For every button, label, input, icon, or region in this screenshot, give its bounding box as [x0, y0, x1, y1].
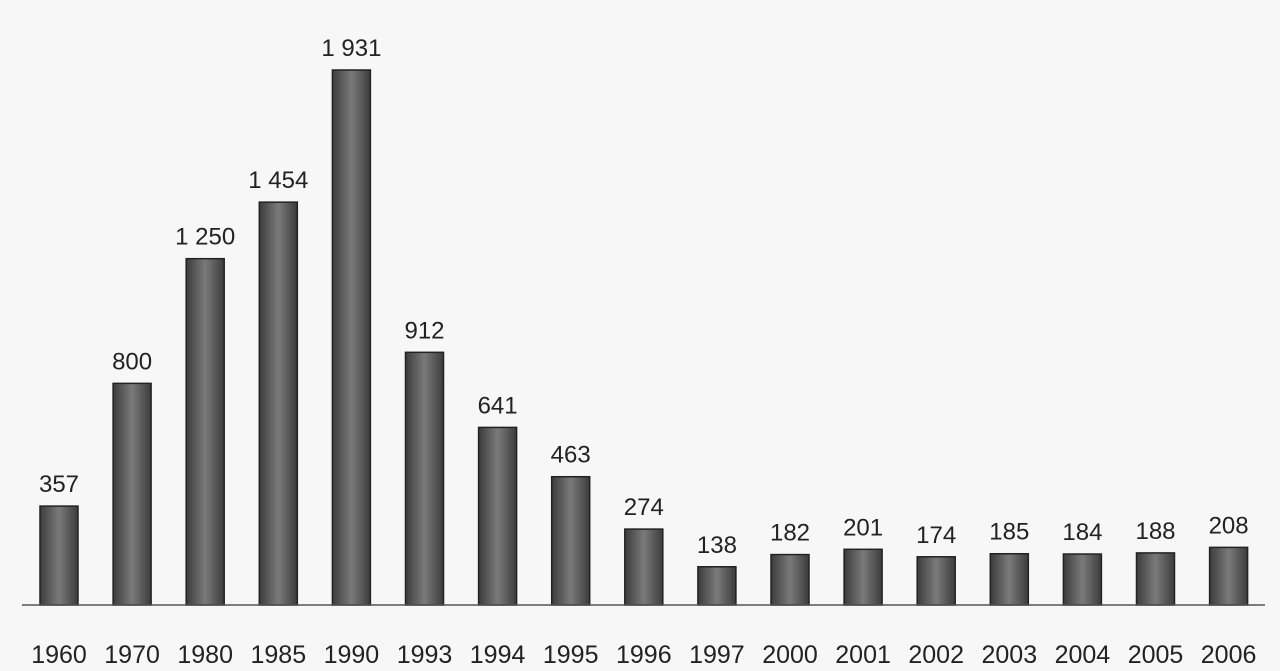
value-label: 912 [404, 317, 444, 344]
value-label: 357 [39, 471, 79, 498]
value-label: 174 [916, 522, 956, 549]
value-label: 800 [112, 348, 152, 375]
value-label: 182 [770, 520, 810, 547]
x-tick-label: 1960 [31, 641, 87, 669]
value-label: 201 [843, 514, 883, 541]
x-tick-label: 2002 [908, 641, 964, 669]
bar [843, 548, 883, 606]
value-label: 138 [697, 532, 737, 559]
x-tick-label: 1994 [470, 641, 526, 669]
bar [258, 201, 299, 606]
x-tick-label: 1997 [689, 641, 745, 669]
bar [112, 382, 152, 606]
bar [1135, 552, 1176, 606]
value-label: 184 [1062, 519, 1102, 546]
value-label: 185 [989, 519, 1029, 546]
value-label: 463 [551, 442, 591, 469]
bar [39, 505, 79, 606]
value-label: 188 [1135, 518, 1175, 545]
value-label: 641 [478, 392, 518, 419]
x-tick-label: 1980 [177, 641, 233, 669]
x-tick-label: 1993 [397, 641, 453, 669]
x-tick-label: 2004 [1055, 641, 1111, 669]
x-tick-label: 2003 [981, 641, 1037, 669]
value-label: 1 250 [175, 224, 235, 251]
bar [550, 475, 591, 606]
bar [624, 528, 664, 606]
x-tick-label: 2006 [1201, 641, 1257, 669]
value-label: 208 [1209, 512, 1249, 539]
x-tick-label: 1970 [104, 641, 160, 669]
x-tick-label: 1995 [543, 641, 599, 669]
bar [331, 69, 372, 606]
bar [185, 257, 225, 606]
bar [697, 566, 737, 606]
x-tick-label: 1985 [250, 641, 306, 669]
value-label: 1 931 [321, 35, 381, 62]
value-label: 1 454 [248, 167, 308, 194]
bar [989, 552, 1030, 606]
bar [1208, 546, 1249, 606]
bar [404, 351, 445, 606]
bar [916, 556, 956, 606]
bar [477, 426, 518, 606]
x-tick-label: 1990 [324, 641, 380, 669]
value-label: 274 [624, 494, 664, 521]
bar [1062, 553, 1103, 606]
x-tick-label: 2001 [835, 641, 891, 669]
bar [770, 553, 810, 606]
x-tick-label: 2000 [762, 641, 818, 669]
x-tick-label: 2005 [1128, 641, 1184, 669]
x-tick-label: 1996 [616, 641, 672, 669]
